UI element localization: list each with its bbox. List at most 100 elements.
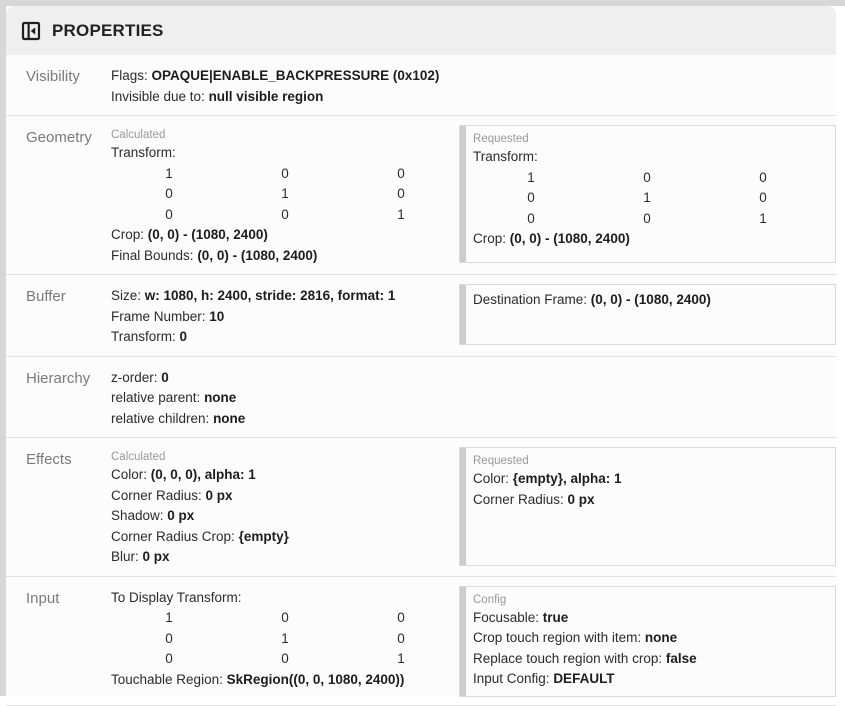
section-right-column <box>459 368 836 430</box>
property-row: Input Config: DEFAULT <box>473 669 825 690</box>
property-row: Color: (0, 0, 0), alpha: 1 <box>111 465 459 486</box>
window-frame-left <box>0 0 6 696</box>
property-row: Blur: 0 px <box>111 547 459 568</box>
box-scrollbar[interactable] <box>460 586 466 696</box>
section-visibility: Visibility Flags: OPAQUE|ENABLE_BACKPRESS… <box>6 55 836 116</box>
matrix-cell: 0 <box>643 210 651 226</box>
section-right-column: Destination Frame: (0, 0) - (1080, 2400) <box>459 284 836 348</box>
properties-header: PROPERTIES <box>6 6 836 55</box>
section-label: Input <box>26 589 60 607</box>
transform-matrix: 1 0 0 0 1 0 0 0 1 <box>111 164 459 226</box>
property-row: Transform: <box>111 143 459 164</box>
property-row: Frame Number: 10 <box>111 307 459 328</box>
section-label: Effects <box>26 451 72 468</box>
property-key: Corner Radius: <box>473 491 568 507</box>
group-caption: Config <box>473 593 507 606</box>
section-label: Visibility <box>26 68 80 85</box>
matrix-cell: 1 <box>643 190 651 205</box>
window-frame-top <box>0 0 845 6</box>
property-row: Color: {empty}, alpha: 1 <box>473 469 825 490</box>
transform-matrix: 1 0 0 0 1 0 0 0 1 <box>111 608 459 670</box>
property-key: Final Bounds: <box>111 247 198 263</box>
section-left-column: Flags: OPAQUE|ENABLE_BACKPRESSURE (0x102… <box>111 66 459 107</box>
property-key: Size: <box>111 288 145 303</box>
section-left-column: Size: w: 1080, h: 2400, stride: 2816, fo… <box>111 286 459 348</box>
section-left-column: z-order: 0 relative parent: none relative … <box>111 368 459 430</box>
section-right-column: Requested Color: {empty}, alpha: 1 Corner … <box>459 447 836 568</box>
matrix-cell: 1 <box>397 651 405 666</box>
property-value: null visible region <box>208 88 324 104</box>
matrix-cell: 1 <box>281 630 289 646</box>
property-value: SkRegion((0, 0, 1080, 2400)) <box>226 671 405 687</box>
property-value: (0, 0) - (1080, 2400) <box>509 231 630 246</box>
property-value: {empty}, alpha: 1 <box>512 471 622 486</box>
property-row: Transform: <box>473 147 825 168</box>
property-row: Crop: (0, 0) - (1080, 2400) <box>473 229 825 250</box>
matrix-cell: 0 <box>165 186 173 201</box>
property-value: 0 px <box>205 487 233 503</box>
property-key: Flags: <box>111 68 152 83</box>
collapse-panel-button[interactable] <box>18 18 44 44</box>
section-right-column: Requested Transform: 1 0 0 0 1 0 0 0 1 Crop: (0, 0)… <box>459 125 836 266</box>
property-key: relative parent: <box>111 390 205 405</box>
property-row: Touchable Region: SkRegion((0, 0, 1080, … <box>111 670 459 691</box>
box-scrollbar[interactable] <box>460 448 466 565</box>
box-scrollbar[interactable] <box>460 285 466 344</box>
property-key: Invisible due to: <box>111 88 209 104</box>
property-value: none <box>644 630 678 645</box>
requested-box: Requested Color: {empty}, alpha: 1 Corner … <box>459 447 836 566</box>
matrix-cell: 0 <box>165 651 173 666</box>
section-left-column: Calculated Transform: 1 0 0 0 1 0 0 0 1 Crop: (0, 0… <box>111 127 459 266</box>
property-key: Transform: <box>111 145 176 160</box>
section-right-column: Config Focusable: true Crop touch region w… <box>459 585 836 697</box>
property-value: 0 <box>161 369 169 385</box>
property-row: Replace touch region with crop: false <box>473 649 825 670</box>
property-value: (0, 0, 0), alpha: 1 <box>150 467 256 482</box>
matrix-cell: 1 <box>165 165 173 181</box>
matrix-cell: 0 <box>527 190 535 205</box>
matrix-cell: 0 <box>527 210 535 226</box>
property-row: Corner Radius: 0 px <box>111 486 459 507</box>
property-value: 0 px <box>567 491 595 507</box>
matrix-cell: 0 <box>397 610 405 625</box>
property-value: (0, 0) - (1080, 2400) <box>590 292 711 307</box>
property-row: Size: w: 1080, h: 2400, stride: 2816, fo… <box>111 286 459 307</box>
section-hierarchy: Hierarchy z-order: 0 relative parent: none… <box>6 357 836 438</box>
property-row: Flags: OPAQUE|ENABLE_BACKPRESSURE (0x102… <box>111 66 459 87</box>
section-label: Hierarchy <box>26 369 91 387</box>
matrix-cell: 0 <box>643 169 651 185</box>
section-left-column: To Display Transform: 1 0 0 0 1 0 0 0 1 Touchable … <box>111 588 459 697</box>
matrix-cell: 0 <box>759 169 767 185</box>
property-value: 0 px <box>142 549 170 564</box>
matrix-cell: 0 <box>281 610 289 625</box>
property-value: 0 <box>179 329 188 344</box>
matrix-cell: 0 <box>281 651 289 666</box>
left-panel-close-icon <box>20 20 42 42</box>
matrix-cell: 0 <box>165 206 173 222</box>
requested-box: Requested Transform: 1 0 0 0 1 0 0 0 1 Crop: (0, 0)… <box>459 125 836 263</box>
box-scrollbar[interactable] <box>460 126 466 262</box>
property-key: Crop: <box>111 227 148 242</box>
properties-panel: PROPERTIES Visibility Flags: OPAQUE|ENABL… <box>6 6 836 706</box>
matrix-cell: 1 <box>527 169 535 185</box>
matrix-cell: 0 <box>281 206 289 222</box>
section-left-column: Calculated Color: (0, 0, 0), alpha: 1 Corn… <box>111 449 459 568</box>
property-value: 10 <box>209 308 225 324</box>
property-key: Color: <box>473 471 513 486</box>
matrix-cell: 0 <box>397 165 405 181</box>
sections: Visibility Flags: OPAQUE|ENABLE_BACKPRESS… <box>6 55 836 706</box>
property-value: none <box>204 390 237 405</box>
matrix-cell: 1 <box>759 210 767 226</box>
requested-box: Destination Frame: (0, 0) - (1080, 2400) <box>459 284 836 345</box>
property-key: Blur: <box>111 549 143 564</box>
property-value: (0, 0) - (1080, 2400) <box>197 247 318 263</box>
property-key: Transform: <box>473 149 538 164</box>
property-key: relative children: <box>111 410 214 426</box>
property-key: Crop touch region with item: <box>473 630 645 645</box>
panel-title: PROPERTIES <box>52 20 164 40</box>
property-key: Input Config: <box>473 671 554 686</box>
property-value: OPAQUE|ENABLE_BACKPRESSURE (0x102) <box>151 68 440 83</box>
property-row: Corner Radius Crop: {empty} <box>111 527 459 548</box>
property-key: Shadow: <box>111 508 168 523</box>
property-row: Transform: 0 <box>111 327 459 348</box>
